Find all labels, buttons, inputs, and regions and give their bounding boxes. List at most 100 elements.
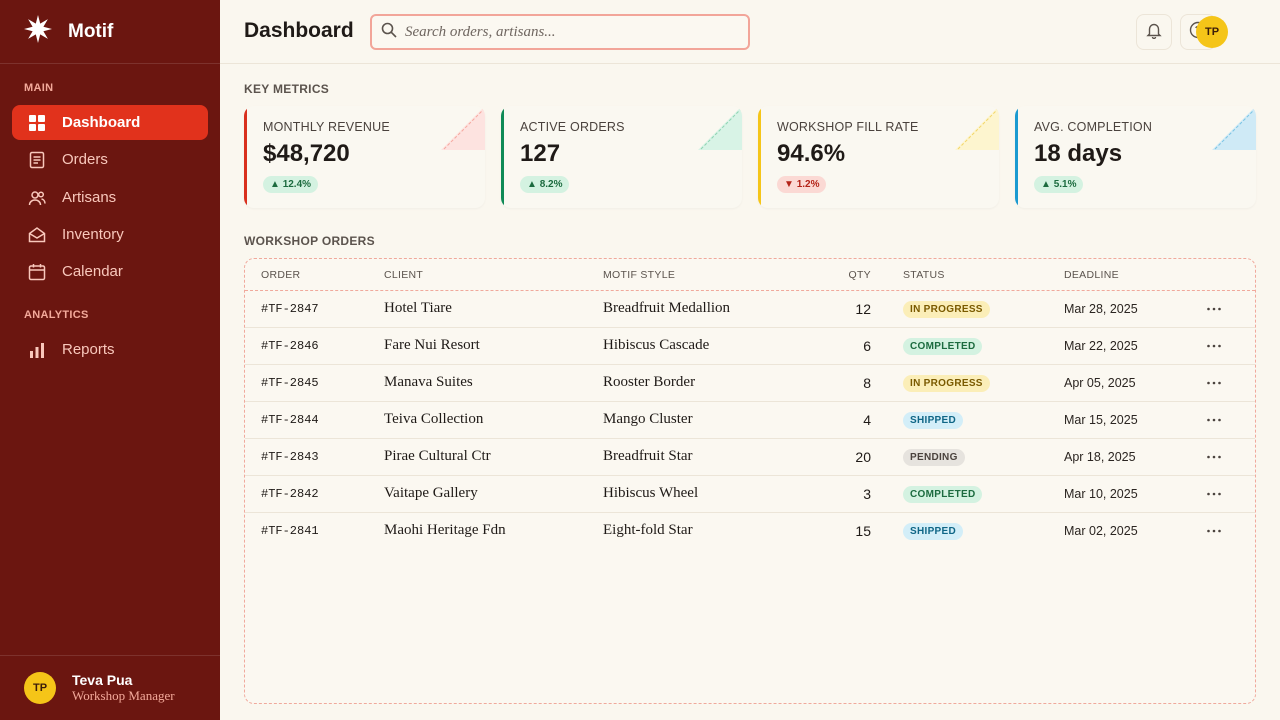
metric-change-badge: ▼ 1.2% — [777, 176, 827, 193]
deadline: Mar 02, 2025 — [1064, 524, 1138, 538]
header: Dashboard TP — [220, 0, 1280, 64]
deadline: Mar 15, 2025 — [1064, 413, 1138, 427]
column-header-client[interactable]: CLIENT — [384, 269, 424, 281]
brand-name: Motif — [68, 20, 114, 42]
motif-style: Hibiscus Wheel — [603, 485, 699, 501]
more-options-icon[interactable] — [1205, 374, 1223, 392]
quantity: 8 — [863, 375, 871, 391]
metric-card-active-orders[interactable]: ACTIVE ORDERS 127 ▲ 8.2% — [501, 106, 742, 208]
metric-change-badge: ▲ 8.2% — [520, 176, 570, 193]
table-row[interactable]: #TF-2845 Manava Suites Rooster Border 8 … — [245, 365, 1255, 402]
order-id: #TF-2843 — [261, 450, 319, 464]
search-box[interactable] — [370, 14, 750, 50]
key-metrics-title: KEY METRICS — [244, 82, 330, 96]
workshop-orders-title: WORKSHOP ORDERS — [244, 234, 375, 248]
more-options-icon[interactable] — [1205, 522, 1223, 540]
search-input[interactable] — [405, 23, 735, 41]
grid-icon — [28, 114, 46, 132]
metric-accent-bar — [244, 106, 247, 208]
metric-value: 18 days — [1034, 140, 1123, 167]
client-name: Manava Suites — [384, 374, 473, 390]
sidebar-item-dashboard[interactable]: Dashboard — [12, 105, 208, 140]
metric-label: AVG. COMPLETION — [1034, 120, 1153, 134]
page-title: Dashboard — [244, 19, 354, 42]
motif-style: Mango Cluster — [603, 411, 693, 427]
metric-change-badge: ▲ 12.4% — [263, 176, 319, 193]
avatar: TP — [24, 672, 56, 704]
arrow-up-icon: ▲ — [1041, 179, 1051, 190]
column-header-deadline[interactable]: DEADLINE — [1064, 269, 1119, 281]
motif-style: Eight-fold Star — [603, 522, 693, 538]
sidebar-item-inventory[interactable]: Inventory — [12, 217, 208, 252]
metric-card-revenue[interactable]: MONTHLY REVENUE $48,720 ▲ 12.4% — [244, 106, 485, 208]
nav-section-main: MAIN — [24, 82, 54, 94]
deadline: Apr 18, 2025 — [1064, 450, 1136, 464]
metric-accent-bar — [758, 106, 761, 208]
status-badge: COMPLETED — [903, 338, 983, 355]
table-row[interactable]: #TF-2844 Teiva Collection Mango Cluster … — [245, 402, 1255, 439]
user-name: Teva Pua — [72, 672, 133, 688]
quantity: 3 — [863, 486, 871, 502]
metric-card-fill-rate[interactable]: WORKSHOP FILL RATE 94.6% ▼ 1.2% — [758, 106, 999, 208]
bar-chart-icon — [28, 341, 46, 359]
arrow-up-icon: ▲ — [270, 179, 280, 190]
corner-ornament-icon — [1212, 106, 1256, 150]
client-name: Hotel Tiare — [384, 300, 452, 316]
status-badge: IN PROGRESS — [903, 301, 990, 318]
column-header-status[interactable]: STATUS — [903, 269, 945, 281]
status-badge: IN PROGRESS — [903, 375, 990, 392]
motif-style: Rooster Border — [603, 374, 696, 390]
sidebar-item-label: Artisans — [62, 189, 117, 206]
order-id: #TF-2845 — [261, 376, 319, 390]
table-header: ORDER CLIENT MOTIF STYLE QTY STATUS DEAD… — [245, 259, 1255, 291]
sidebar-item-label: Reports — [62, 341, 115, 358]
sidebar-item-reports[interactable]: Reports — [12, 332, 208, 367]
table-row[interactable]: #TF-2841 Maohi Heritage Fdn Eight-fold S… — [245, 513, 1255, 550]
order-id: #TF-2846 — [261, 339, 319, 353]
table-row[interactable]: #TF-2846 Fare Nui Resort Hibiscus Cascad… — [245, 328, 1255, 365]
table-row[interactable]: #TF-2847 Hotel Tiare Breadfruit Medallio… — [245, 291, 1255, 328]
motif-style: Breadfruit Star — [603, 448, 693, 464]
deadline: Mar 10, 2025 — [1064, 487, 1138, 501]
column-header-style[interactable]: MOTIF STYLE — [603, 269, 676, 281]
sidebar-item-calendar[interactable]: Calendar — [12, 254, 208, 289]
more-options-icon[interactable] — [1205, 411, 1223, 429]
quantity: 4 — [863, 412, 871, 428]
table-row[interactable]: #TF-2843 Pirae Cultural Ctr Breadfruit S… — [245, 439, 1255, 476]
metric-accent-bar — [1015, 106, 1018, 208]
more-options-icon[interactable] — [1205, 448, 1223, 466]
notifications-button[interactable] — [1136, 14, 1172, 50]
more-options-icon[interactable] — [1205, 485, 1223, 503]
envelope-icon — [28, 226, 46, 244]
status-badge: SHIPPED — [903, 412, 964, 429]
calendar-icon — [28, 263, 46, 281]
sidebar-item-artisans[interactable]: Artisans — [12, 180, 208, 215]
status-badge: COMPLETED — [903, 486, 983, 503]
metric-card-avg-completion[interactable]: AVG. COMPLETION 18 days ▲ 5.1% — [1015, 106, 1256, 208]
corner-ornament-icon — [441, 106, 485, 150]
corner-ornament-icon — [955, 106, 999, 150]
metric-value: 127 — [520, 140, 561, 167]
column-header-qty[interactable]: QTY — [848, 269, 871, 281]
client-name: Vaitape Gallery — [384, 485, 478, 501]
motif-style: Breadfruit Medallion — [603, 300, 731, 316]
brand[interactable]: Motif — [0, 0, 220, 64]
user-role: Workshop Manager — [72, 688, 175, 703]
table-row[interactable]: #TF-2842 Vaitape Gallery Hibiscus Wheel … — [245, 476, 1255, 513]
more-options-icon[interactable] — [1205, 337, 1223, 355]
sidebar-item-label: Dashboard — [62, 114, 141, 131]
order-id: #TF-2844 — [261, 413, 319, 427]
column-header-order[interactable]: ORDER — [261, 269, 301, 281]
sidebar-user[interactable]: TP Teva Pua Workshop Manager — [0, 655, 220, 720]
user-avatar-button[interactable]: TP — [1196, 16, 1228, 48]
order-id: #TF-2847 — [261, 302, 319, 316]
sidebar-item-orders[interactable]: Orders — [12, 142, 208, 177]
metric-label: ACTIVE ORDERS — [520, 120, 625, 134]
client-name: Fare Nui Resort — [384, 337, 480, 353]
more-options-icon[interactable] — [1205, 300, 1223, 318]
deadline: Mar 28, 2025 — [1064, 302, 1138, 316]
metric-change-badge: ▲ 5.1% — [1034, 176, 1084, 193]
client-name: Pirae Cultural Ctr — [384, 448, 491, 464]
metric-value: $48,720 — [263, 140, 350, 167]
document-icon — [28, 151, 46, 169]
